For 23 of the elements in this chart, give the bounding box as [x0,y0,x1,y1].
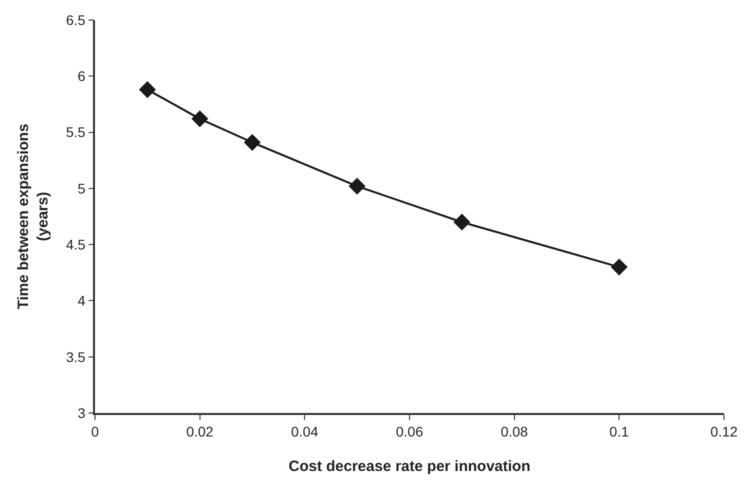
point [610,258,628,276]
point [191,110,208,128]
y-tick-label: 6 [78,68,86,84]
y-tick-label: 4 [78,292,86,309]
point [138,81,156,98]
x-tick-label: 0.1 [609,424,630,440]
x-tick-label: 0.06 [396,424,424,440]
point [244,134,261,151]
x-tick-label: 0.02 [186,424,214,440]
x-tick-label: 0.08 [500,424,528,440]
x-tick-label: 0 [91,424,100,440]
x-tick-label: 0.04 [291,424,319,440]
y-axis-title: Time between expansions (years) [15,124,52,310]
point [453,214,470,231]
point [348,178,366,195]
x-tick-label: 0.12 [710,424,738,440]
y-tick-label: 5.5 [66,124,86,140]
x-axis-title: Cost decrease rate per innovation [288,458,530,476]
y-tick-label: 6.5 [66,12,86,28]
y-tick-label: 5 [78,180,86,196]
y-tick-label: 4.5 [66,236,86,252]
y-tick-label: 3.5 [66,348,86,365]
y-tick-label: 3 [78,404,86,421]
